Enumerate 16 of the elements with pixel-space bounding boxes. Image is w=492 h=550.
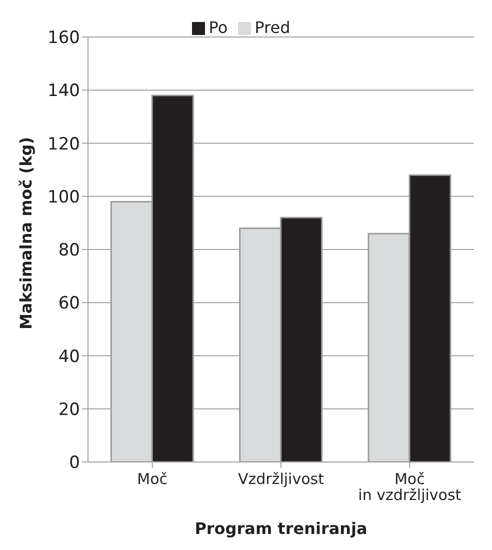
y-tick-label: 140: [48, 81, 80, 102]
legend-label: Po: [208, 18, 228, 37]
y-tick-label: 160: [48, 28, 80, 48]
y-tick-label: 100: [48, 187, 80, 208]
x-tick-label: Moč: [137, 470, 168, 488]
y-tick-label: 60: [58, 294, 80, 314]
y-axis-title: Maksimalna moč (kg): [16, 136, 36, 330]
x-axis-title: Program treniranja: [194, 519, 368, 538]
y-tick-label: 120: [48, 134, 80, 154]
y-tick-label: 40: [58, 346, 80, 367]
y-tick-label: 0: [69, 453, 80, 474]
x-tick-label: Vzdržljivost: [238, 470, 324, 488]
y-tick-label: 80: [58, 240, 80, 261]
y-tick-label: 20: [58, 400, 80, 420]
x-tick-label: Moč in vzdržljivost: [358, 470, 462, 504]
legend-label: Pred: [254, 18, 290, 37]
